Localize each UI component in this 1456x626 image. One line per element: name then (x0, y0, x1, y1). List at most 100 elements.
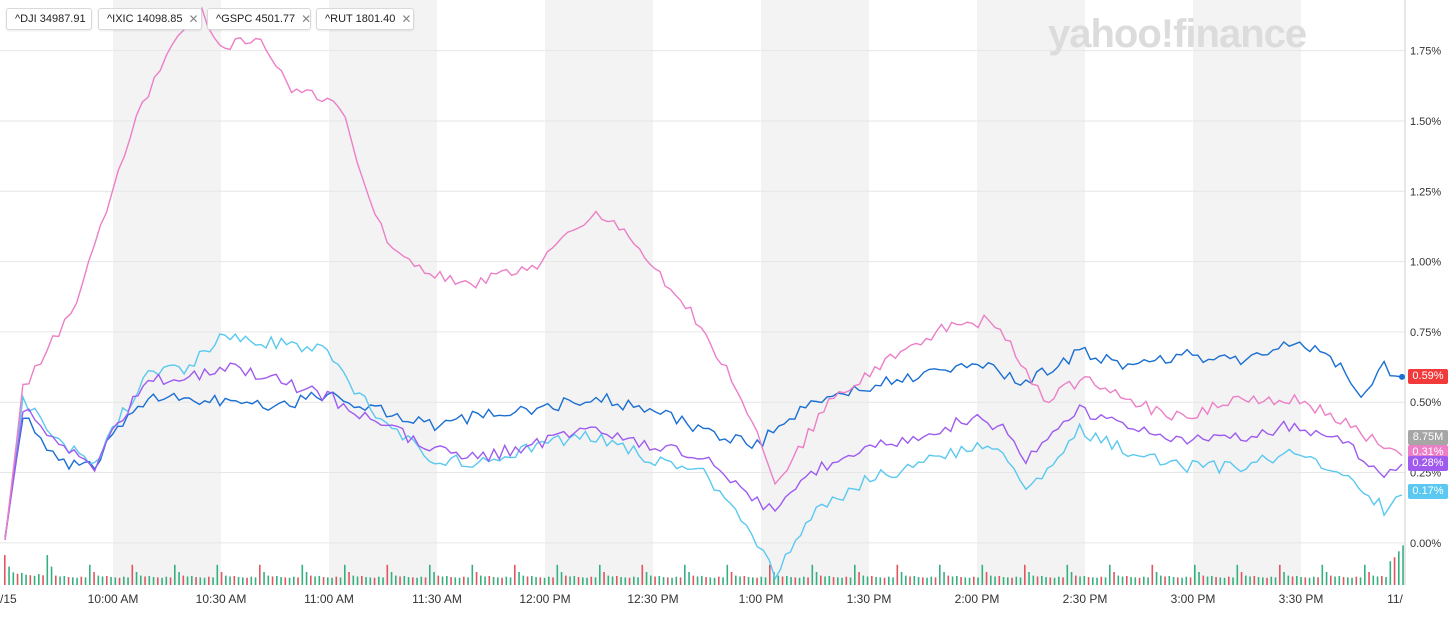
volume-bar (1296, 575, 1298, 585)
grid-band (1193, 0, 1301, 585)
volume-bar (1079, 576, 1081, 585)
volume-bar (174, 564, 176, 585)
volume-bar (93, 572, 95, 585)
volume-bar (12, 572, 15, 585)
volume-bar (560, 572, 563, 585)
y-tick-label: 1.00% (1410, 257, 1441, 269)
x-tick-label: 12:00 PM (519, 592, 570, 606)
volume-bar (790, 577, 792, 585)
volume-bar (951, 576, 954, 585)
volume-bar (692, 575, 695, 585)
legend-chip[interactable]: ^RUT 1801.40 ✕ (316, 8, 414, 30)
volume-bar (1104, 577, 1107, 585)
volume-bar (900, 572, 903, 585)
volume-bar (484, 576, 486, 585)
volume-bar (981, 564, 984, 585)
volume-bar (548, 576, 550, 585)
volume-bar (1325, 572, 1328, 585)
volume-bar (356, 576, 359, 585)
volume-bar (977, 577, 979, 585)
volume-bar (458, 577, 461, 585)
volume-bar (186, 576, 189, 585)
volume-bar (352, 575, 355, 585)
volume-bar (1185, 576, 1188, 585)
volume-bar (1364, 564, 1366, 585)
volume-bar (497, 577, 499, 585)
volume-bar (1245, 575, 1247, 585)
x-tick-label: /15 (0, 592, 17, 606)
volume-bar (743, 575, 746, 585)
volume-bar (195, 577, 197, 585)
volume-bar (144, 576, 146, 585)
close-icon[interactable]: ✕ (401, 12, 412, 26)
volume-bar (84, 577, 87, 585)
volume-bar (267, 575, 270, 585)
x-tick-label: 11:30 AM (412, 592, 462, 606)
volume-bar (883, 577, 886, 585)
volume-bar (67, 577, 70, 585)
volume-bar (1164, 576, 1166, 585)
legend-label: ^GSPC 4501.77 (216, 13, 296, 25)
volume-bar (492, 577, 495, 585)
volume-bar (1028, 572, 1030, 585)
volume-bar (1385, 577, 1387, 585)
volume-bar (1279, 564, 1281, 585)
volume-bar (930, 576, 933, 585)
volume-bar (123, 576, 125, 585)
volume-bar (25, 574, 27, 585)
volume-bar (922, 577, 924, 585)
volume-bar (344, 564, 346, 585)
volume-bar (845, 576, 848, 585)
volume-bar (633, 576, 635, 585)
volume-bar (1049, 577, 1052, 585)
volume-bar (314, 576, 316, 585)
volume-bar (815, 572, 818, 585)
close-icon[interactable]: ✕ (301, 12, 312, 26)
volume-bar (1304, 577, 1307, 585)
volume-bar (339, 577, 342, 585)
y-tick-label: 0.50% (1410, 397, 1441, 409)
legend-chip[interactable]: ^GSPC 4501.77 ✕ (207, 8, 311, 30)
legend-label: ^RUT 1801.40 (325, 13, 396, 25)
legend-chip[interactable]: ^DJI 34987.91 (6, 8, 92, 30)
legend-chip[interactable]: ^IXIC 14098.85 ✕ (98, 8, 202, 30)
volume-bar (118, 577, 121, 585)
volume-bar (824, 576, 826, 585)
volume-bar (403, 575, 406, 585)
volume-bar (1155, 572, 1158, 585)
volume-bar (310, 575, 312, 585)
volume-bar (599, 564, 601, 585)
volume-bar (1228, 576, 1230, 585)
volume-bar (947, 575, 950, 585)
volume-bar (781, 576, 784, 585)
volume-bar (514, 564, 516, 585)
volume-bar (1036, 576, 1039, 585)
volume-bar (650, 575, 652, 585)
volume-bar (832, 577, 835, 585)
volume-bar (59, 576, 61, 585)
x-tick-label: 3:30 PM (1279, 592, 1324, 606)
volume-bar (1393, 557, 1396, 585)
x-tick-label: 12:30 PM (627, 592, 678, 606)
volume-bar (1198, 572, 1200, 585)
volume-bar (1206, 576, 1209, 585)
volume-bar (437, 575, 440, 585)
volume-bar (412, 577, 414, 585)
volume-bar (220, 572, 223, 585)
volume-bar (1381, 575, 1383, 585)
volume-bar (905, 575, 907, 585)
y-tick-label: 1.25% (1410, 186, 1441, 198)
volume-bar (1253, 575, 1256, 585)
volume-bar (786, 575, 788, 585)
volume-bar (586, 577, 588, 585)
volume-bar (1041, 575, 1043, 585)
volume-bar (1211, 575, 1213, 585)
volume-bar (1002, 577, 1005, 585)
volume-bar (696, 576, 699, 585)
close-icon[interactable]: ✕ (188, 12, 199, 26)
y-tick-label: 0.75% (1410, 327, 1441, 339)
volume-bar (539, 577, 542, 585)
volume-bar (1342, 577, 1345, 585)
volume-bar (709, 577, 712, 585)
volume-bar (395, 575, 397, 585)
